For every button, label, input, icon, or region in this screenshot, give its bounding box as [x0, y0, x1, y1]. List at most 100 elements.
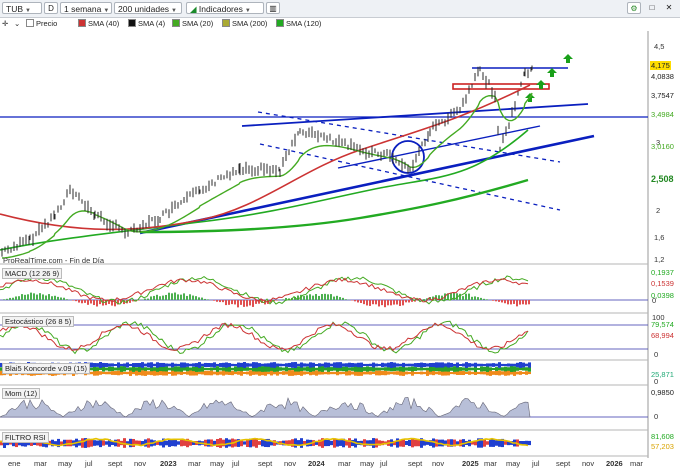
macd-histogram-bar [405, 300, 407, 303]
macd-histogram-bar [201, 297, 203, 300]
macd-histogram-bar [501, 300, 503, 303]
koncorde-bar [180, 362, 183, 368]
koncorde-bar [321, 371, 324, 375]
legend-price[interactable]: Precio [26, 19, 57, 29]
koncorde-bar [471, 363, 474, 367]
koncorde-bar [198, 366, 201, 372]
koncorde-bar [444, 363, 447, 367]
rsi-filter-bar [18, 440, 21, 446]
period-letter-button[interactable]: D [44, 2, 58, 14]
koncorde-bar [144, 370, 147, 376]
indicators-button[interactable]: ◢ Indicadores ▼ [186, 2, 264, 14]
legend-sma120[interactable]: SMA (120) [276, 19, 321, 29]
symbol-select[interactable]: TUB ▼ [2, 2, 42, 14]
rsi-filter-bar [306, 439, 309, 447]
koncorde-bar [351, 371, 354, 375]
units-select[interactable]: 200 unidades ▼ [114, 2, 182, 14]
filtro-title[interactable]: FILTRO RSI [2, 432, 49, 443]
timeframe-select[interactable]: 1 semana ▼ [60, 2, 112, 14]
stoch-title[interactable]: Estocástico (26 8 5) [2, 316, 75, 327]
koncorde-bar [432, 367, 435, 371]
mom-axis: 0 [654, 412, 659, 421]
chevron-down-icon: ▼ [244, 8, 251, 14]
koncorde-bar [219, 367, 222, 371]
koncorde-bar [513, 370, 516, 376]
koncorde-bar [135, 363, 138, 367]
koncorde-bar [90, 362, 93, 368]
koncorde-bar [213, 367, 216, 371]
koncorde-bar [282, 367, 285, 371]
sma120-swatch [276, 19, 284, 27]
koncorde-bar [279, 367, 282, 371]
koncorde-bar [99, 362, 102, 368]
month-label: mar [630, 459, 643, 468]
macd-title[interactable]: MACD (12 26 9) [2, 268, 63, 279]
macd-histogram-bar [471, 296, 473, 300]
legend-sma40[interactable]: SMA (40) [78, 19, 119, 29]
settings-button[interactable]: ⚙ [627, 2, 641, 14]
rsi-filter-bar [204, 439, 207, 447]
koncorde-bar [114, 371, 117, 375]
rsi-filter-bar [525, 440, 528, 446]
macd-histogram-bar [132, 300, 134, 302]
koncorde-bar [96, 367, 99, 371]
koncorde-bar [330, 367, 333, 371]
koncorde-bar [432, 362, 435, 368]
koncorde-bar [297, 363, 300, 367]
chevron-down-icon[interactable]: ⌄ [14, 19, 21, 28]
koncorde-bar [228, 371, 231, 375]
rsi-filter-bar [222, 439, 225, 447]
koncorde-title[interactable]: Blai5 Koncorde v.09 (15) [2, 363, 90, 374]
macd-histogram-bar [105, 300, 107, 306]
koncorde-bar [312, 362, 315, 368]
koncorde-bar [402, 362, 405, 368]
koncorde-bar [255, 371, 258, 375]
macd-histogram-bar [327, 294, 329, 300]
price-axis-label: 2 [656, 206, 661, 215]
mom-title[interactable]: Mom (12) [2, 388, 41, 399]
koncorde-bar [171, 370, 174, 376]
koncorde-bar [291, 362, 294, 368]
rsi-filter-bar [450, 439, 453, 447]
rsi-filter-bar [366, 440, 369, 446]
legend-sma200[interactable]: SMA (200) [222, 19, 267, 29]
macd-histogram-bar [39, 293, 41, 300]
crosshair-icon[interactable]: ✛ [2, 19, 9, 28]
koncorde-bar [309, 366, 312, 372]
koncorde-bar [501, 363, 504, 367]
rsi-filter-bar [30, 440, 33, 446]
month-label: jul [232, 459, 240, 468]
macd-histogram-bar [150, 296, 152, 300]
sma40-line [0, 84, 531, 231]
rsi-filter-bar [477, 438, 480, 448]
rsi-filter-bar [282, 440, 285, 446]
macd-histogram-bar [513, 300, 515, 304]
rsi-filter-bar [240, 439, 243, 447]
rsi-filter-bar [381, 440, 384, 446]
close-window-button[interactable]: ✕ [662, 2, 676, 14]
rsi-filter-bar [360, 440, 363, 446]
legend-sma20[interactable]: SMA (20) [172, 19, 213, 29]
koncorde-bar [270, 362, 273, 368]
macd-histogram-bar [372, 300, 374, 305]
koncorde-bar [108, 366, 111, 372]
legend-sma4[interactable]: SMA (4) [128, 19, 165, 29]
restore-window-button[interactable]: □ [645, 2, 659, 14]
koncorde-bar [246, 363, 249, 367]
koncorde-bar [525, 363, 528, 367]
koncorde-bar [90, 367, 93, 371]
koncorde-bar [360, 362, 363, 368]
rsi-filter-bar [27, 440, 30, 446]
rsi-filter-bar [114, 439, 117, 447]
month-label: nov [284, 459, 297, 468]
koncorde-bar [462, 363, 465, 367]
chart-style-button[interactable]: ▥ [266, 2, 280, 14]
macd-histogram-bar [36, 294, 38, 300]
koncorde-bar [417, 363, 420, 367]
koncorde-bar [522, 371, 525, 375]
koncorde-bar [309, 370, 312, 376]
macd-histogram-bar [123, 300, 125, 305]
legend-sma40-label: SMA (40) [88, 19, 120, 28]
macd-histogram-bar [330, 294, 332, 300]
